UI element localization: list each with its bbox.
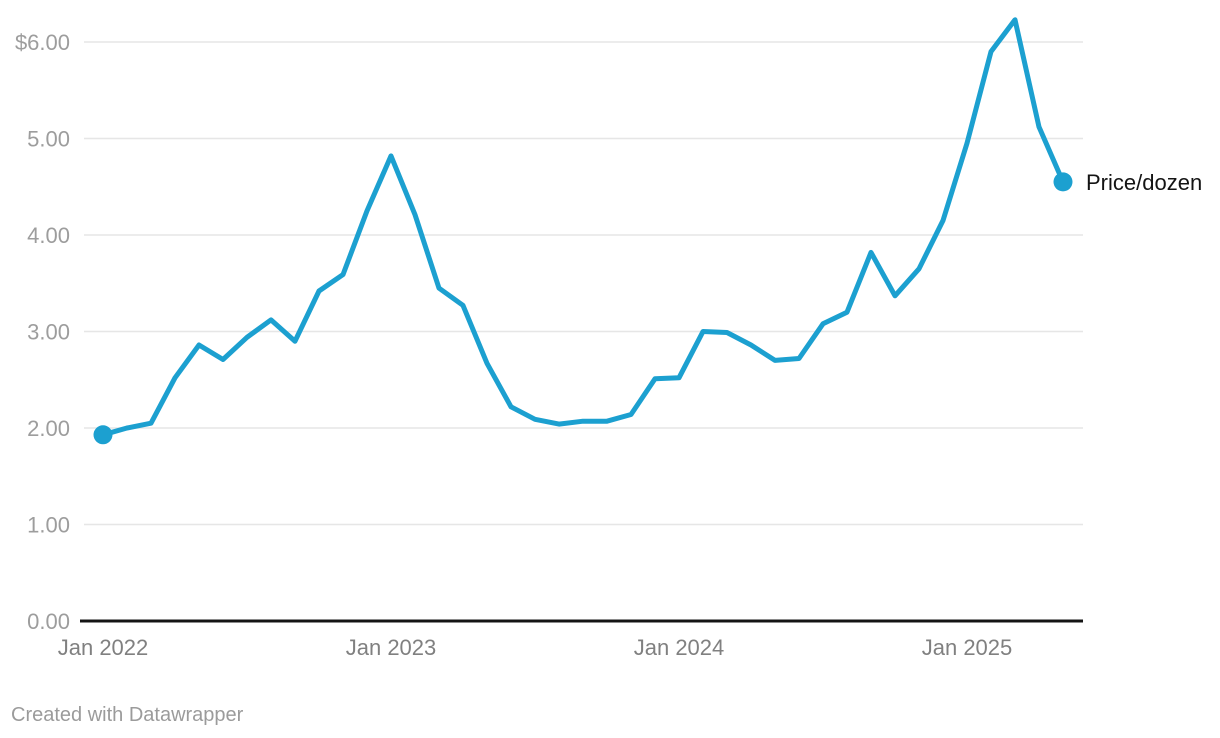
start-point-marker [93,425,113,445]
y-tick-label: 2.00 [27,416,70,441]
y-tick-label: 3.00 [27,320,70,345]
x-tick-label: Jan 2025 [922,635,1013,660]
x-tick-label: Jan 2022 [58,635,149,660]
y-tick-label: 4.00 [27,223,70,248]
datawrapper-attribution: Created with Datawrapper [11,704,244,726]
price-line [100,17,1066,438]
y-tick-label: 0.00 [27,609,70,634]
y-tick-label: $6.00 [15,30,70,55]
y-tick-label: 5.00 [27,127,70,152]
series-label: Price/dozen [1086,170,1203,195]
end-point-marker [1053,172,1073,192]
x-tick-label: Jan 2023 [346,635,437,660]
x-tick-label: Jan 2024 [634,635,725,660]
plot-area: 0.00 1.00 2.00 3.00 4.00 5.00 $6.00 Jan 2022 Jan… [15,17,1083,660]
y-tick-label: 1.00 [27,513,70,538]
